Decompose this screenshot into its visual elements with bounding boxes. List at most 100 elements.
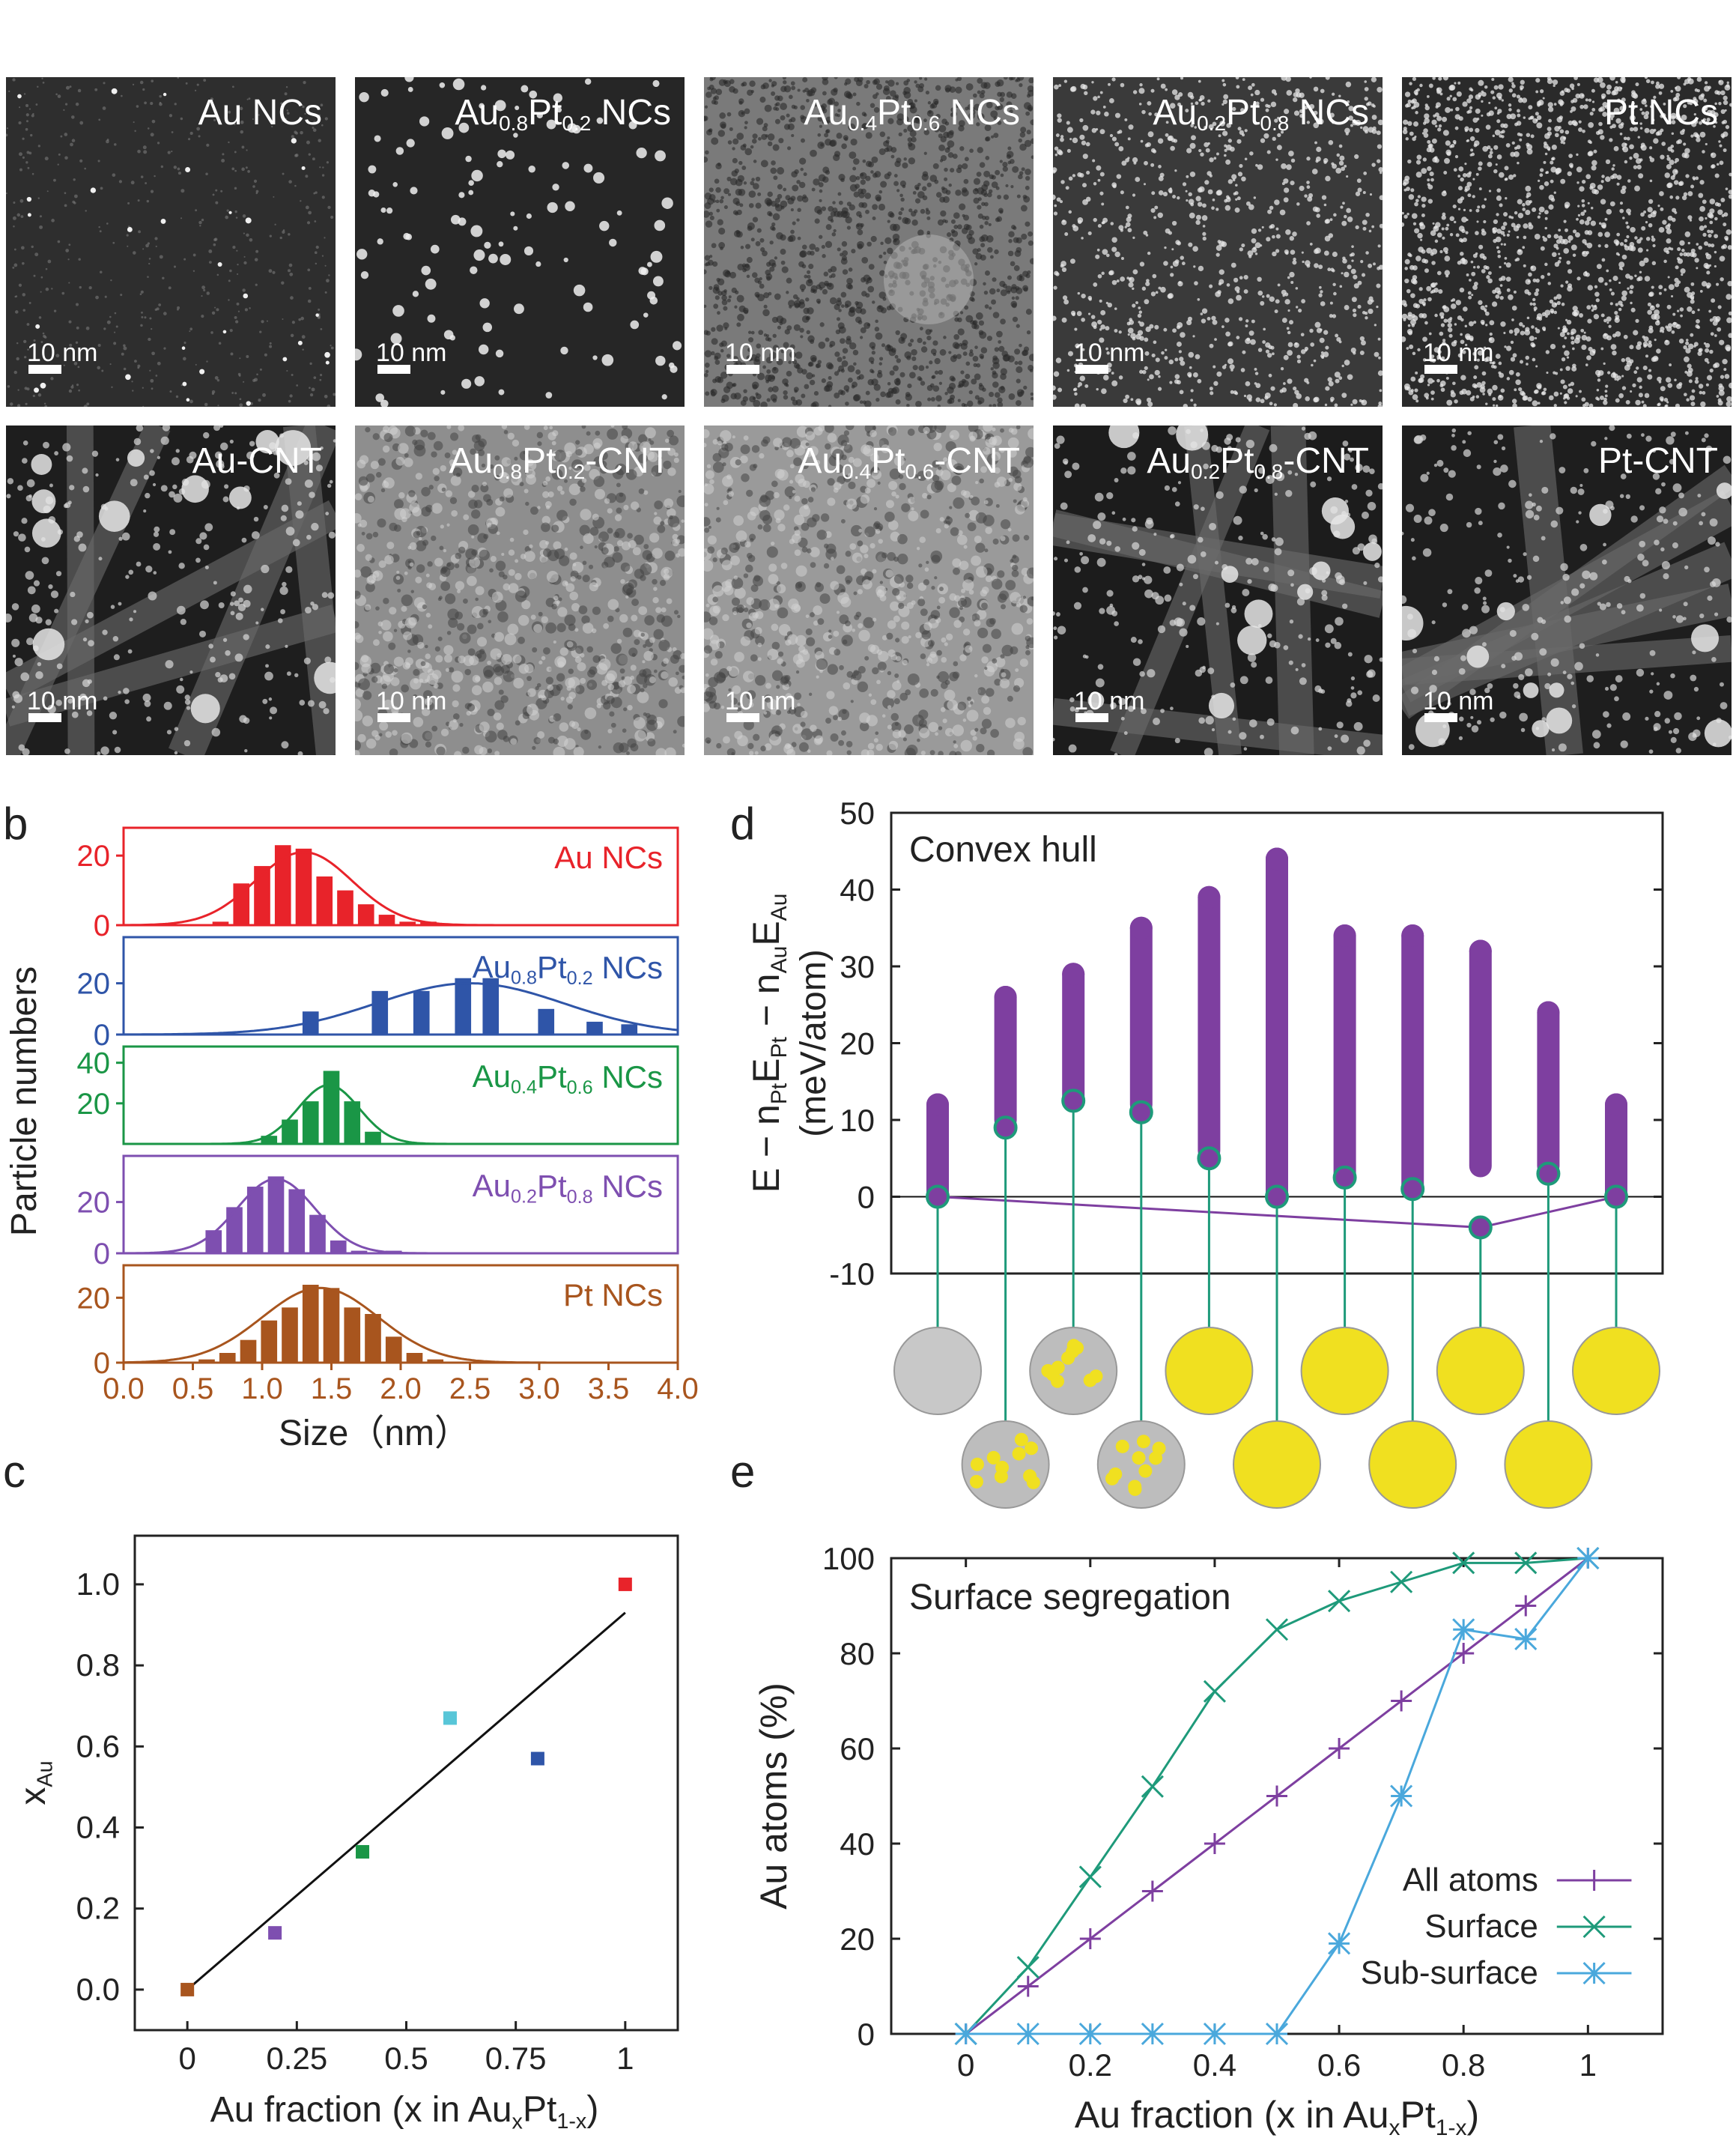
grain	[819, 322, 825, 327]
particle	[1419, 222, 1424, 226]
grain	[717, 311, 720, 315]
grain	[950, 394, 956, 400]
grain	[64, 133, 68, 136]
particle	[1583, 104, 1588, 109]
particle	[160, 436, 169, 445]
grain	[769, 266, 775, 272]
particle	[1211, 206, 1215, 211]
particle	[186, 706, 191, 710]
particle	[1497, 255, 1502, 258]
particle	[1605, 176, 1611, 182]
grain	[981, 202, 986, 206]
particle	[270, 706, 278, 715]
grain	[764, 104, 772, 112]
particle	[82, 467, 88, 474]
particle	[1277, 116, 1280, 120]
particle	[1362, 226, 1367, 231]
particle	[1060, 137, 1064, 142]
particle	[1687, 215, 1693, 220]
particle	[1410, 376, 1416, 382]
particle	[1481, 269, 1486, 273]
particle	[210, 656, 216, 663]
particle	[1702, 199, 1707, 205]
particle	[1080, 403, 1087, 407]
grain	[911, 356, 917, 361]
particle	[1153, 340, 1157, 345]
grain	[37, 393, 42, 397]
grain	[872, 94, 878, 100]
particle	[1428, 83, 1433, 88]
particle	[1508, 77, 1514, 82]
grain	[918, 365, 925, 372]
grain	[475, 597, 479, 602]
particle	[1406, 103, 1411, 108]
particle	[1209, 343, 1214, 348]
grain	[941, 118, 947, 124]
particle	[1420, 238, 1423, 241]
particle	[189, 670, 193, 674]
particle	[593, 172, 605, 184]
particle	[1679, 252, 1684, 257]
grain	[802, 89, 806, 93]
particle	[1310, 342, 1315, 347]
grain	[167, 151, 171, 154]
grain	[789, 94, 793, 100]
grain	[893, 181, 899, 187]
particle	[162, 426, 171, 431]
particle	[1309, 328, 1314, 333]
particle	[1576, 276, 1581, 281]
particle	[303, 460, 309, 465]
particle	[1659, 396, 1664, 402]
particle	[1416, 154, 1422, 160]
particle	[1546, 171, 1550, 174]
particle	[1490, 148, 1493, 151]
grain	[12, 78, 16, 82]
particle	[1542, 97, 1545, 100]
particle	[312, 604, 319, 611]
grain	[708, 285, 713, 291]
particle	[1234, 207, 1240, 213]
grain	[55, 354, 60, 358]
particle	[1547, 78, 1553, 85]
grain	[106, 139, 109, 144]
grain	[908, 342, 912, 347]
grain	[870, 361, 874, 365]
particle	[86, 710, 93, 716]
particle	[269, 716, 273, 720]
grain	[742, 307, 749, 314]
particle	[1456, 91, 1462, 97]
particle	[136, 426, 144, 432]
particle	[1153, 216, 1157, 219]
particle	[1556, 294, 1562, 300]
particle	[479, 298, 490, 309]
particle	[1087, 231, 1092, 235]
particle	[1270, 224, 1275, 229]
grain	[1028, 240, 1034, 246]
grain	[305, 175, 309, 178]
particle	[1224, 148, 1227, 152]
particle	[1345, 81, 1352, 88]
particle	[1053, 385, 1056, 391]
particle	[392, 305, 404, 317]
particle	[1143, 230, 1148, 235]
particle	[1609, 113, 1615, 118]
particle	[1417, 348, 1421, 352]
grain	[857, 243, 864, 249]
grain	[884, 237, 892, 244]
particle	[1458, 186, 1463, 191]
grain	[861, 112, 867, 116]
particle	[1477, 205, 1481, 209]
grain	[920, 381, 926, 386]
particle	[1483, 219, 1487, 224]
particle	[1204, 142, 1210, 148]
grain	[138, 230, 141, 234]
particle	[1498, 172, 1505, 178]
grain	[777, 193, 783, 199]
particle	[320, 446, 324, 450]
particle	[1633, 370, 1638, 375]
particle	[380, 88, 389, 97]
particle	[1283, 382, 1286, 385]
particle	[1559, 392, 1562, 395]
particle	[310, 602, 315, 606]
particle	[1332, 251, 1338, 258]
